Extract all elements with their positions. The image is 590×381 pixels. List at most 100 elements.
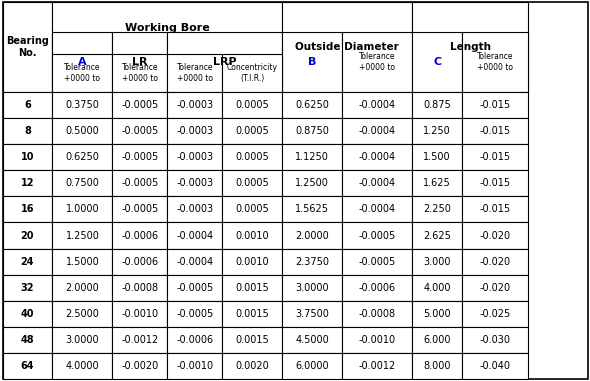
Bar xyxy=(282,301,342,327)
Text: -0.0004: -0.0004 xyxy=(176,256,214,267)
Bar xyxy=(222,118,282,144)
Text: -0.015: -0.015 xyxy=(480,100,511,110)
Bar xyxy=(53,275,113,301)
Text: Concentricity
(T.I.R.): Concentricity (T.I.R.) xyxy=(227,63,278,83)
Text: 3.000: 3.000 xyxy=(424,256,451,267)
Text: -0.0004: -0.0004 xyxy=(359,152,396,162)
Bar xyxy=(168,118,222,144)
Bar xyxy=(222,196,282,223)
Bar xyxy=(2,2,53,92)
Bar xyxy=(412,92,462,118)
Text: Tolerance
+0000 to: Tolerance +0000 to xyxy=(64,63,101,83)
Text: 0.6250: 0.6250 xyxy=(65,152,99,162)
Text: -0.0003: -0.0003 xyxy=(176,100,214,110)
Text: 3.0000: 3.0000 xyxy=(296,283,329,293)
Bar xyxy=(2,275,53,301)
Text: -0.0005: -0.0005 xyxy=(359,256,396,267)
Bar xyxy=(113,170,168,196)
Bar xyxy=(168,275,222,301)
Bar xyxy=(342,196,412,223)
Text: A: A xyxy=(78,57,87,67)
Bar xyxy=(222,223,282,248)
Bar xyxy=(53,196,113,223)
Text: 0.0015: 0.0015 xyxy=(235,309,269,319)
Bar xyxy=(113,32,168,92)
Bar xyxy=(462,170,528,196)
Text: -0.0005: -0.0005 xyxy=(176,309,214,319)
Text: 2.0000: 2.0000 xyxy=(296,231,329,240)
Bar xyxy=(282,92,342,118)
Text: Working Bore: Working Bore xyxy=(125,23,209,33)
Bar xyxy=(113,144,168,170)
Text: 4.5000: 4.5000 xyxy=(296,335,329,345)
Bar xyxy=(412,32,462,92)
Text: 5.000: 5.000 xyxy=(423,309,451,319)
Bar xyxy=(222,275,282,301)
Bar xyxy=(412,196,462,223)
Bar xyxy=(282,170,342,196)
Bar xyxy=(2,353,53,379)
Bar xyxy=(53,144,113,170)
Text: -0.0020: -0.0020 xyxy=(122,361,159,371)
Bar xyxy=(222,248,282,275)
Text: -0.0005: -0.0005 xyxy=(122,152,159,162)
Text: -0.030: -0.030 xyxy=(480,335,510,345)
Bar xyxy=(342,327,412,353)
Bar xyxy=(222,144,282,170)
Text: 20: 20 xyxy=(21,231,34,240)
Bar xyxy=(342,92,412,118)
Bar xyxy=(342,32,412,92)
Bar xyxy=(412,223,462,248)
Bar xyxy=(222,353,282,379)
Bar xyxy=(342,275,412,301)
Bar xyxy=(53,54,113,92)
Bar xyxy=(462,223,528,248)
Bar xyxy=(412,327,462,353)
Bar xyxy=(2,196,53,223)
Bar xyxy=(53,301,113,327)
Bar xyxy=(342,170,412,196)
Bar xyxy=(53,92,113,118)
Text: 0.0020: 0.0020 xyxy=(235,361,269,371)
Text: 1.2500: 1.2500 xyxy=(65,231,99,240)
Text: -0.0012: -0.0012 xyxy=(359,361,396,371)
Bar xyxy=(168,353,222,379)
Text: 8.000: 8.000 xyxy=(424,361,451,371)
Text: -0.020: -0.020 xyxy=(480,231,511,240)
Text: Tolerance
+0000 to: Tolerance +0000 to xyxy=(477,52,513,72)
Bar xyxy=(462,144,528,170)
Bar xyxy=(113,54,168,92)
Text: 0.7500: 0.7500 xyxy=(65,178,99,188)
Bar xyxy=(2,92,53,118)
Bar xyxy=(412,118,462,144)
Text: -0.0005: -0.0005 xyxy=(176,283,214,293)
Text: Tolerance
+0000 to: Tolerance +0000 to xyxy=(176,63,213,83)
Bar xyxy=(2,248,53,275)
Text: -0.0006: -0.0006 xyxy=(122,231,159,240)
Text: -0.0004: -0.0004 xyxy=(359,205,396,215)
Bar xyxy=(168,196,222,223)
Text: 2.625: 2.625 xyxy=(423,231,451,240)
Text: -0.0008: -0.0008 xyxy=(122,283,159,293)
Text: 1.1250: 1.1250 xyxy=(296,152,329,162)
Bar xyxy=(168,301,222,327)
Bar xyxy=(222,327,282,353)
Text: 2.250: 2.250 xyxy=(423,205,451,215)
Text: -0.0003: -0.0003 xyxy=(176,205,214,215)
Text: -0.0003: -0.0003 xyxy=(176,178,214,188)
Text: -0.015: -0.015 xyxy=(480,178,511,188)
Text: -0.0003: -0.0003 xyxy=(176,126,214,136)
Text: 0.0005: 0.0005 xyxy=(235,126,269,136)
Text: 0.0005: 0.0005 xyxy=(235,100,269,110)
Bar xyxy=(412,275,462,301)
Text: 0.0010: 0.0010 xyxy=(235,231,269,240)
Bar xyxy=(462,248,528,275)
Bar xyxy=(222,301,282,327)
Bar xyxy=(222,92,282,118)
Bar xyxy=(282,118,342,144)
Bar xyxy=(113,301,168,327)
Bar xyxy=(53,223,113,248)
Text: LRP: LRP xyxy=(213,57,237,67)
Bar xyxy=(342,248,412,275)
Text: 0.0015: 0.0015 xyxy=(235,335,269,345)
